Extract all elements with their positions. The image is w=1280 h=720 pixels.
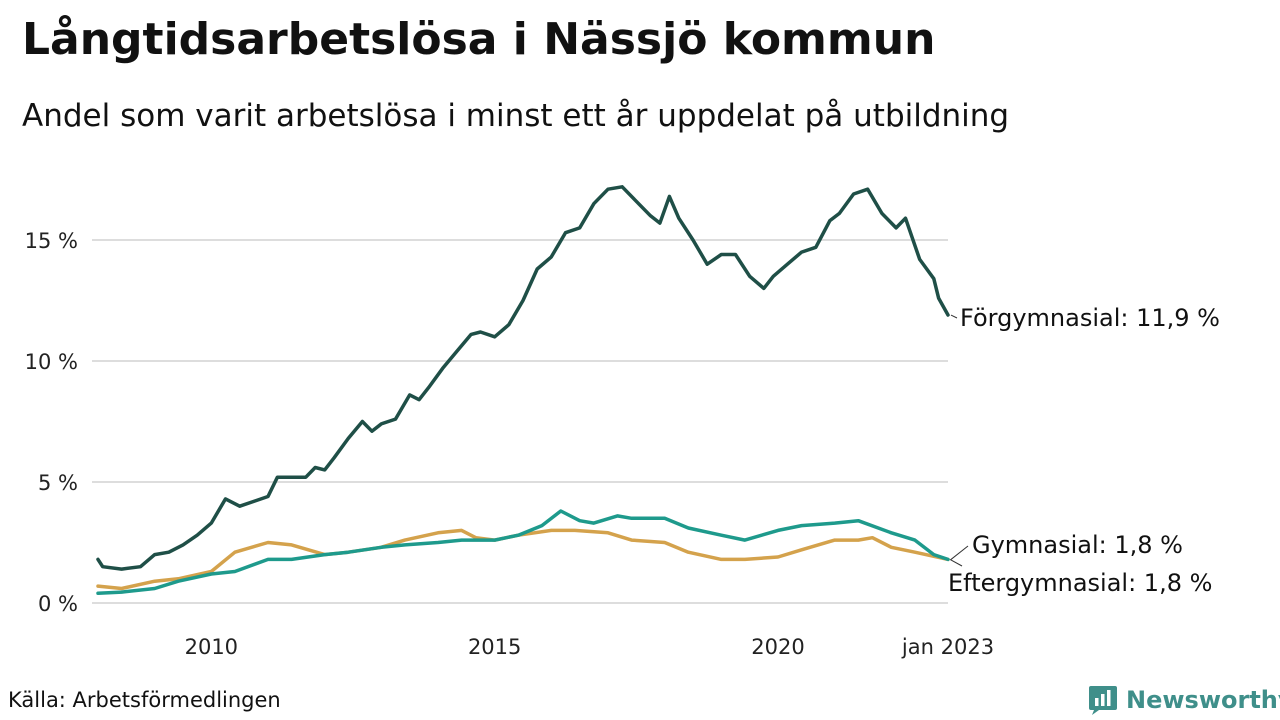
- series-line-gymnasial: [96, 509, 950, 596]
- brand-name: Newsworthy: [1126, 686, 1280, 714]
- series-line-förgymnasial: [96, 185, 950, 571]
- x-tick-label: 2010: [185, 635, 238, 659]
- y-tick-label: 10 %: [25, 350, 78, 374]
- leader-line: [949, 559, 963, 567]
- brand-logo: Newsworthy: [1088, 684, 1280, 716]
- series-end-label: Gymnasial: 1,8 %: [972, 531, 1183, 559]
- series-end-label: Förgymnasial: 11,9 %: [960, 304, 1220, 332]
- series-end-label: Eftergymnasial: 1,8 %: [948, 569, 1212, 597]
- newsworthy-logo-icon: [1089, 686, 1117, 715]
- leader-line: [950, 314, 958, 319]
- x-tick-label: jan 2023: [901, 635, 994, 659]
- leader-line: [950, 545, 969, 560]
- x-tick-label: 2015: [468, 635, 521, 659]
- chart-title: Långtidsarbetslösa i Nässjö kommun: [22, 14, 936, 65]
- y-tick-label: 15 %: [25, 229, 78, 253]
- series-line-eftergymnasial: [96, 528, 950, 591]
- x-tick-label: 2020: [751, 635, 804, 659]
- chart-subtitle: Andel som varit arbetslösa i minst ett å…: [22, 98, 1010, 134]
- y-tick-label: 5 %: [38, 471, 78, 495]
- y-tick-label: 0 %: [38, 592, 78, 616]
- source-note: Källa: Arbetsförmedlingen: [8, 688, 281, 712]
- line-chart: 0 % 5 % 10 % 15 % 2010 2015 2020 jan 2023 Förgym…: [25, 185, 1220, 659]
